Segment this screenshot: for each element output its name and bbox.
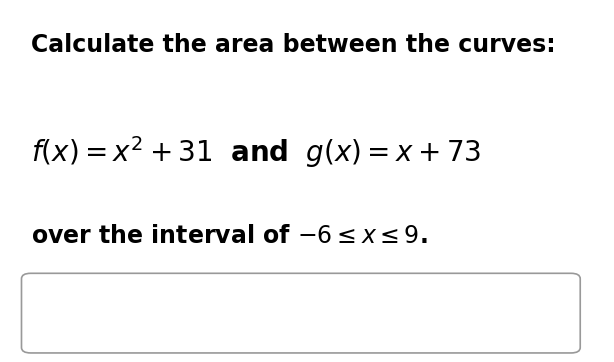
Text: $f(x) = x^2 + 31\;$ and $\;g(x) = x + 73$: $f(x) = x^2 + 31\;$ and $\;g(x) = x + 73… [31, 134, 481, 170]
Text: Calculate the area between the curves:: Calculate the area between the curves: [31, 33, 555, 56]
FancyBboxPatch shape [21, 273, 580, 353]
Text: over the interval of $-6 \leq x \leq 9$.: over the interval of $-6 \leq x \leq 9$. [31, 224, 427, 248]
